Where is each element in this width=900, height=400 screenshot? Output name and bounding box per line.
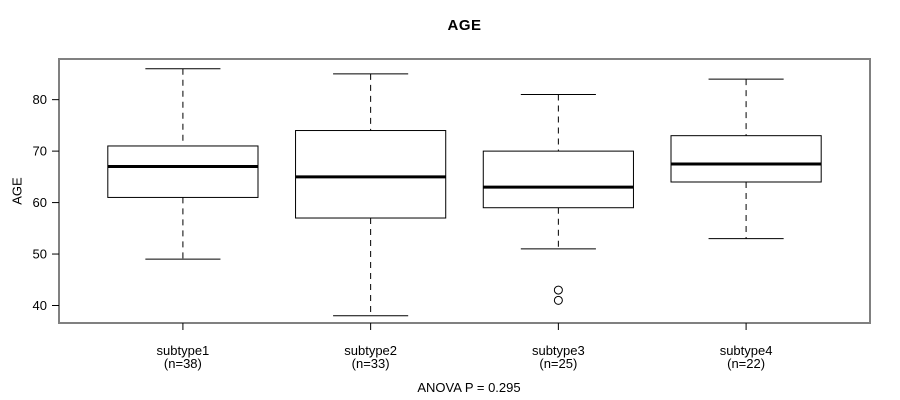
iqr-box — [482, 150, 634, 209]
y-axis-title: AGE — [9, 177, 25, 205]
y-tick-label: 80 — [33, 92, 47, 107]
group-label: subtype4 — [720, 343, 773, 358]
y-tick-label: 60 — [33, 195, 47, 210]
outlier-point — [553, 295, 563, 305]
iqr-box — [107, 145, 259, 198]
group-count-label: (n=33) — [352, 356, 390, 371]
group-label: subtype3 — [532, 343, 585, 358]
iqr-box — [295, 130, 447, 219]
y-tick-label: 70 — [33, 144, 47, 159]
group-label: subtype1 — [157, 343, 210, 358]
group-label: subtype2 — [344, 343, 397, 358]
group-count-label: (n=22) — [727, 356, 765, 371]
iqr-box — [670, 135, 822, 183]
anova-annotation: ANOVA P = 0.295 — [417, 380, 521, 395]
plot-frame — [58, 58, 871, 324]
y-tick-label: 40 — [33, 298, 47, 313]
outlier-point — [553, 285, 563, 295]
chart-title: AGE — [447, 17, 482, 34]
group-count-label: (n=25) — [539, 356, 577, 371]
y-tick-label: 50 — [33, 247, 47, 262]
group-count-label: (n=38) — [164, 356, 202, 371]
